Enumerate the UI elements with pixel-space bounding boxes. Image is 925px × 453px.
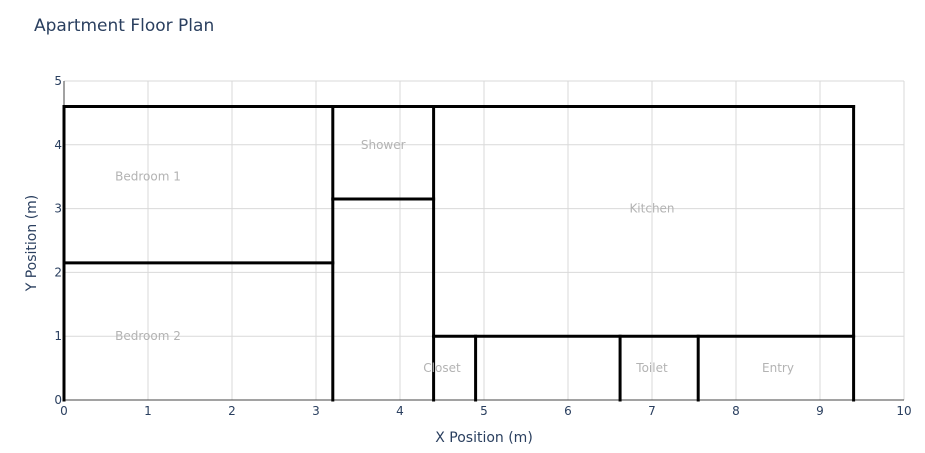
x-tick-label: 10: [896, 404, 911, 418]
y-axis-title: Y Position (m): [24, 195, 40, 293]
x-axis-title: X Position (m): [435, 430, 533, 446]
x-tick-labels: 0 1 2 3 4 5 6 7 8 9 10: [60, 404, 911, 418]
x-tick-label: 1: [144, 404, 152, 418]
y-tick-label: 5: [54, 74, 62, 88]
x-tick-label: 3: [312, 404, 320, 418]
room-label: Entry: [762, 361, 794, 375]
room-label: Closet: [423, 361, 461, 375]
y-tick-label: 1: [54, 329, 62, 343]
y-tick-labels: 0 1 2 3 4 5: [54, 74, 62, 407]
x-tick-label: 8: [732, 404, 740, 418]
x-tick-label: 4: [396, 404, 404, 418]
room-label: Bedroom 1: [115, 170, 181, 184]
y-tick-label: 2: [54, 265, 62, 279]
room-label: Toilet: [635, 361, 668, 375]
x-tick-label: 6: [564, 404, 572, 418]
x-tick-label: 5: [480, 404, 488, 418]
y-tick-label: 4: [54, 138, 62, 152]
walls: [62, 105, 856, 402]
room-label: Kitchen: [629, 202, 674, 216]
x-tick-label: 0: [60, 404, 68, 418]
x-tick-label: 7: [648, 404, 656, 418]
chart-title: Apartment Floor Plan: [34, 16, 214, 36]
room-label: Bedroom 2: [115, 329, 181, 343]
room-label: Shower: [361, 138, 406, 152]
x-tick-label: 9: [816, 404, 824, 418]
room-labels: Bedroom 1 Bedroom 2 Shower Kitchen Closet Toi…: [115, 138, 794, 375]
y-tick-label: 0: [54, 393, 62, 407]
x-tick-label: 2: [228, 404, 236, 418]
gridlines: [63, 80, 905, 401]
y-tick-label: 3: [54, 202, 62, 216]
